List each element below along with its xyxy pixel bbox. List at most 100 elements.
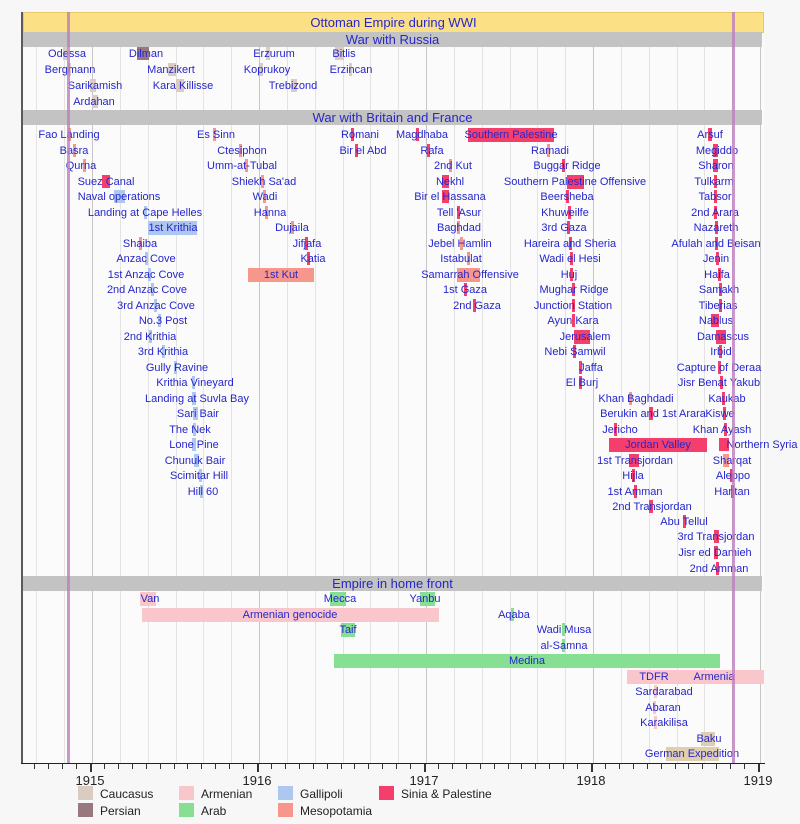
event-label[interactable]: Taif — [339, 624, 357, 636]
event-label[interactable]: Jordan Valley — [625, 439, 691, 451]
event-label[interactable]: 1st Krithia — [148, 222, 198, 234]
event-label[interactable]: Kara Killisse — [152, 80, 214, 92]
event-label[interactable]: Mecca — [323, 593, 357, 605]
event-label[interactable]: El Burj — [565, 377, 599, 389]
event-label[interactable]: Trebizond — [268, 80, 318, 92]
event-label[interactable]: Anzac Cove — [116, 253, 176, 265]
event-label[interactable]: Romani — [341, 129, 379, 141]
event-label[interactable]: Tabsor — [698, 191, 732, 203]
event-label[interactable]: Sardarabad — [635, 686, 693, 698]
event-label[interactable]: Abaran — [645, 702, 681, 714]
event-label[interactable]: Tulkarm — [694, 176, 734, 188]
event-label[interactable]: Armenia — [693, 671, 735, 683]
event-label[interactable]: Jifjafa — [292, 238, 322, 250]
event-label[interactable]: Bitlis — [332, 48, 356, 60]
event-label[interactable]: Dujaila — [275, 222, 309, 234]
event-label[interactable]: 1st Gaza — [442, 284, 488, 296]
event-label[interactable]: Qurna — [65, 160, 97, 172]
event-label[interactable]: Ayun Kara — [547, 315, 599, 327]
event-label[interactable]: Erzurum — [253, 48, 295, 60]
event-label[interactable]: 2nd Transjordan — [612, 501, 692, 513]
event-label[interactable]: Lone Pine — [169, 439, 219, 451]
event-label[interactable]: 1st Transjordan — [597, 455, 673, 467]
event-label[interactable]: Krithia Vineyard — [156, 377, 234, 389]
event-label[interactable]: Huj — [560, 269, 578, 281]
event-label[interactable]: 2nd Anzac Cove — [106, 284, 188, 296]
event-label[interactable]: Medina — [508, 655, 546, 667]
event-label[interactable]: Van — [140, 593, 160, 605]
event-label[interactable]: Samarrah Offensive — [421, 269, 519, 281]
event-label[interactable]: 2nd Kut — [434, 160, 472, 172]
event-label[interactable]: Basra — [59, 145, 89, 157]
event-label[interactable]: Bir el Hassana — [414, 191, 486, 203]
event-label[interactable]: Hanna — [253, 207, 287, 219]
event-label[interactable]: Kaukab — [708, 393, 746, 405]
event-label[interactable]: Irbid — [710, 346, 732, 358]
event-label[interactable]: Nablus — [698, 315, 734, 327]
event-label[interactable]: No.3 Post — [138, 315, 188, 327]
event-label[interactable]: Beersheba — [540, 191, 594, 203]
event-label[interactable]: Jisr Benat Yakub — [677, 377, 761, 389]
event-label[interactable]: al-Samna — [540, 640, 588, 652]
event-label[interactable]: Landing at Cape Helles — [87, 207, 203, 219]
event-label[interactable]: Nazareth — [693, 222, 739, 234]
event-label[interactable]: 1st Kut — [263, 269, 299, 281]
event-label[interactable]: Baghdad — [436, 222, 482, 234]
event-label[interactable]: Sarikamish — [67, 80, 123, 92]
event-label[interactable]: Damascus — [697, 331, 749, 343]
event-label[interactable]: Bir el Abd — [339, 145, 387, 157]
event-label[interactable]: Wadi — [252, 191, 278, 203]
event-label[interactable]: TDFR — [639, 671, 669, 683]
event-label[interactable]: Sari Bair — [176, 408, 220, 420]
event-label[interactable]: Tell 'Asur — [436, 207, 482, 219]
event-label[interactable]: Wadi Musa — [536, 624, 592, 636]
event-label[interactable]: Karakilisa — [640, 717, 688, 729]
event-label[interactable]: Northern Syria — [726, 439, 798, 451]
event-label[interactable]: Sharon — [698, 160, 734, 172]
event-label[interactable]: Jaffa — [579, 362, 603, 374]
event-label[interactable]: Khuweilfe — [541, 207, 589, 219]
event-label[interactable]: German Expedition — [644, 748, 740, 760]
event-label[interactable]: Khan Baghdadi — [598, 393, 674, 405]
event-label[interactable]: Capture of Deraa — [676, 362, 762, 374]
event-label[interactable]: Samakh — [698, 284, 740, 296]
event-label[interactable]: Es Sinn — [197, 129, 235, 141]
event-label[interactable]: Tiberias — [698, 300, 738, 312]
event-label[interactable]: Khan Ayash — [692, 424, 752, 436]
event-label[interactable]: Jenin — [702, 253, 730, 265]
event-label[interactable]: Suez Canal — [77, 176, 135, 188]
event-label[interactable]: Ramadi — [531, 145, 569, 157]
event-label[interactable]: Gully Ravine — [145, 362, 209, 374]
event-label[interactable]: Berukin and 1st Arara — [600, 408, 706, 420]
event-label[interactable]: Bergmann — [44, 64, 96, 76]
event-label[interactable]: Koprukoy — [243, 64, 291, 76]
event-label[interactable]: Shiekh Sa'ad — [231, 176, 297, 188]
event-label[interactable]: Abu Tellul — [660, 516, 708, 528]
event-label[interactable]: Dilman — [128, 48, 164, 60]
event-label[interactable]: 2nd Amman — [689, 563, 749, 575]
event-label[interactable]: Chunuk Bair — [164, 455, 226, 467]
event-label[interactable]: Aqaba — [498, 609, 530, 621]
event-label[interactable]: 1st Amman — [607, 486, 663, 498]
event-label[interactable]: Afulah and Beisan — [671, 238, 761, 250]
event-label[interactable]: Mughar Ridge — [539, 284, 609, 296]
event-label[interactable]: Shaiba — [122, 238, 158, 250]
event-label[interactable]: 2nd Krithia — [123, 331, 177, 343]
event-label[interactable]: 2nd Arara — [691, 207, 739, 219]
event-label[interactable]: Nebi Samwil — [544, 346, 606, 358]
event-label[interactable]: 3rd Krithia — [137, 346, 189, 358]
event-label[interactable]: Umm-at-Tubal — [207, 160, 277, 172]
event-label[interactable]: Haifa — [704, 269, 730, 281]
event-label[interactable]: Kiswe — [705, 408, 735, 420]
event-label[interactable]: Southern Palestine — [464, 129, 558, 141]
event-label[interactable]: Landing at Suvla Bay — [145, 393, 249, 405]
event-label[interactable]: Buggar Ridge — [533, 160, 601, 172]
event-label[interactable]: Junction Station — [533, 300, 613, 312]
event-label[interactable]: 3rd Gaza — [541, 222, 587, 234]
event-label[interactable]: Jerusalem — [559, 331, 611, 343]
event-label[interactable]: Scimitar Hill — [169, 470, 229, 482]
event-label[interactable]: Istabulat — [440, 253, 482, 265]
event-label[interactable]: 3rd Anzac Cove — [117, 300, 195, 312]
event-label[interactable]: Magdhaba — [396, 129, 448, 141]
event-label[interactable]: Hill 60 — [187, 486, 219, 498]
